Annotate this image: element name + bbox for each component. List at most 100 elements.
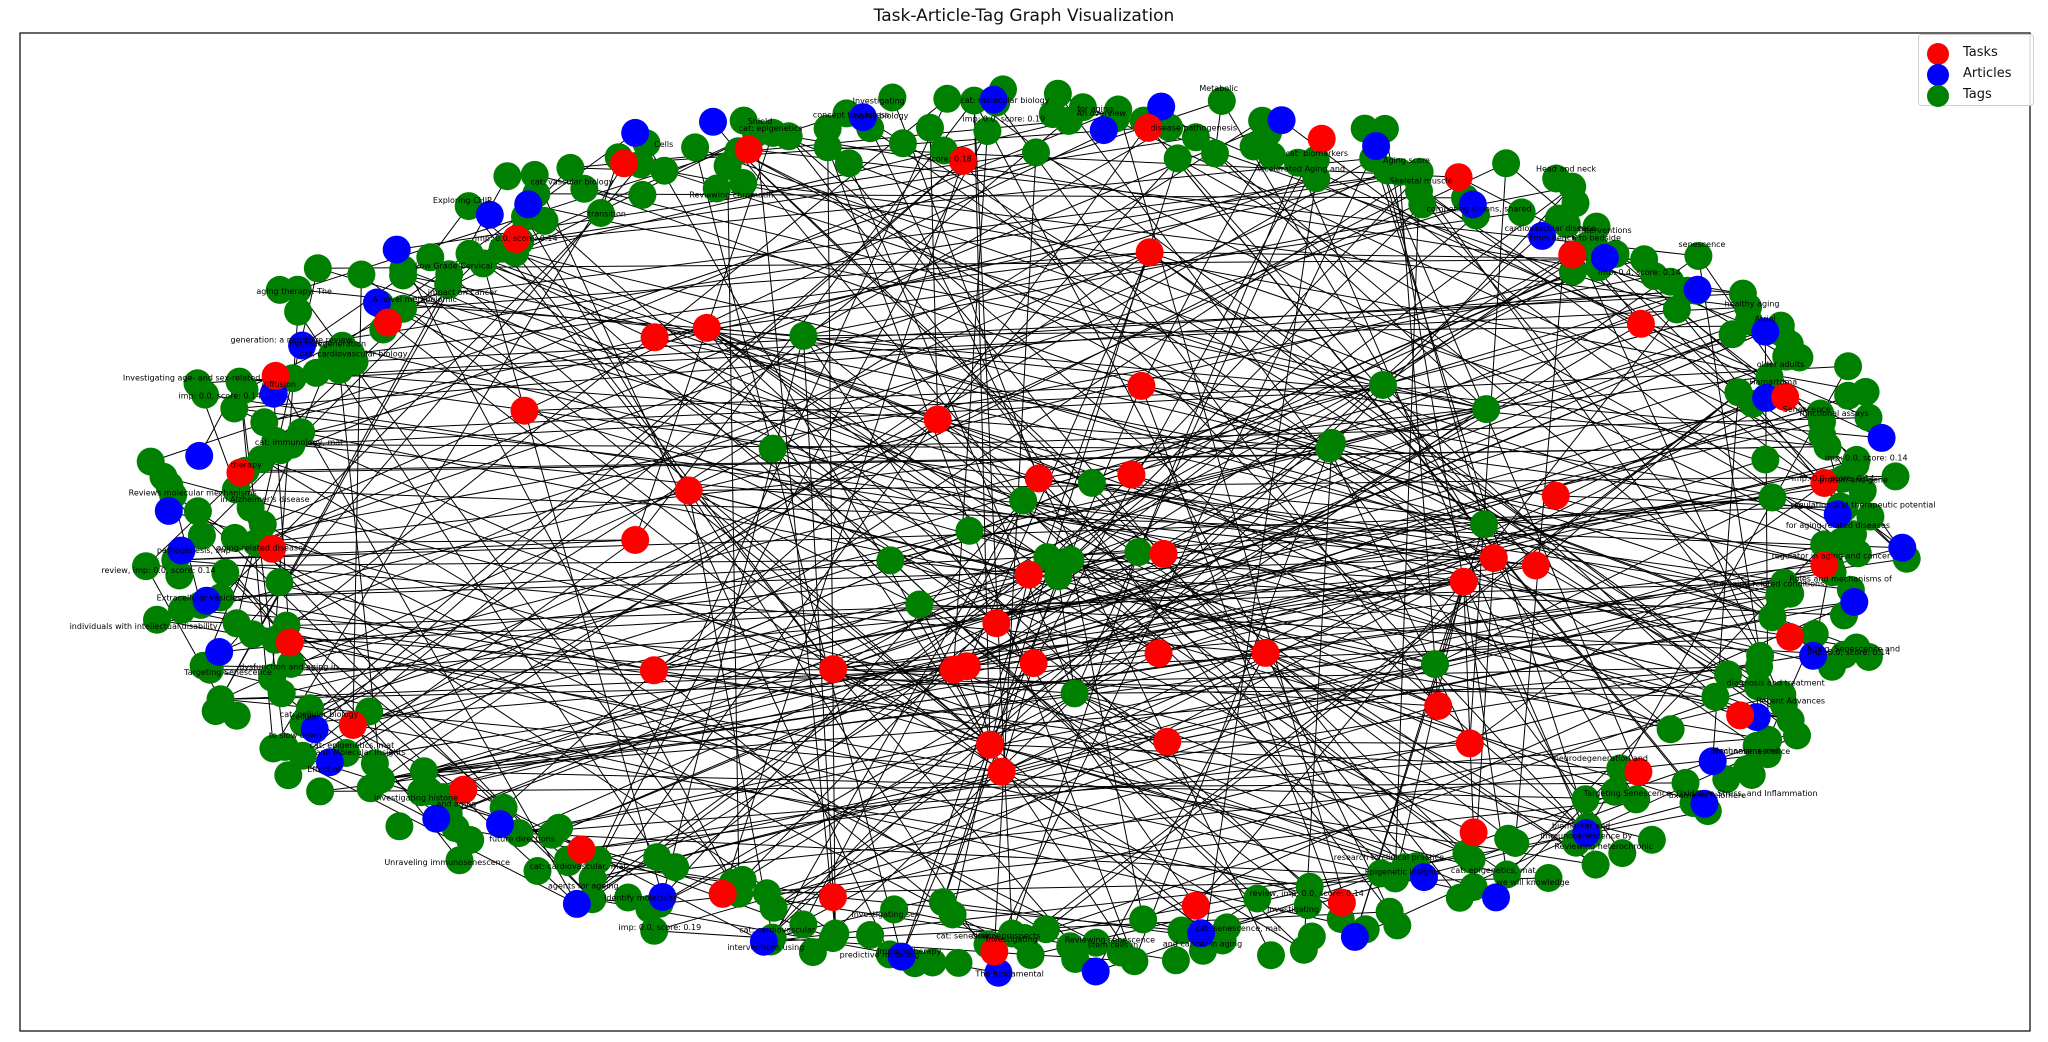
tag-node	[1751, 445, 1780, 474]
graph-edge	[275, 375, 578, 905]
graph-edge	[220, 212, 602, 598]
tag-node	[1009, 486, 1038, 515]
graph-edge	[309, 289, 1698, 709]
graph-edge	[584, 188, 1142, 387]
graph-edge	[203, 355, 333, 666]
graph-edge	[518, 735, 1798, 834]
tag-node	[1472, 395, 1501, 424]
graph-edge	[1141, 385, 1791, 595]
article-node	[300, 715, 329, 744]
node-label: Investigating histone	[374, 794, 458, 803]
node-label: interventions	[1579, 226, 1632, 235]
tag-node	[206, 685, 235, 714]
graph-edge	[234, 290, 1688, 409]
article-node	[1683, 275, 1712, 304]
graph-edge	[520, 136, 1196, 242]
tag-node	[1367, 859, 1395, 888]
node-label: cat: immunology, mat	[255, 438, 343, 447]
article-node	[887, 942, 916, 971]
graph-edge	[220, 170, 1388, 700]
task-node	[275, 628, 304, 657]
tag-node	[136, 447, 165, 476]
task-node	[1181, 891, 1210, 920]
graph-edge	[1265, 652, 1516, 844]
tag-node	[1552, 210, 1581, 239]
tag-node	[905, 590, 934, 619]
graph-edge	[1202, 178, 1317, 951]
node-layer	[132, 75, 1921, 987]
graph-edge	[514, 252, 1093, 484]
tag-node	[1494, 824, 1523, 853]
graph-edge	[1167, 601, 1855, 743]
figure-title: Task-Article-Tag Graph Visualization	[873, 6, 1175, 26]
graph-edge	[1469, 459, 1857, 744]
task-node	[258, 534, 287, 563]
graph-edge	[220, 636, 1791, 700]
node-label: Unraveling immunosenescence	[384, 858, 510, 867]
tag-node	[1181, 123, 1210, 152]
tag-node	[1492, 149, 1521, 178]
tag-node	[1056, 932, 1085, 961]
graph-edge	[1023, 500, 1536, 566]
graph-edge	[953, 131, 988, 670]
tag-node	[1765, 581, 1794, 610]
article-node	[1799, 641, 1828, 670]
task-node	[674, 476, 703, 505]
task-node	[1144, 639, 1173, 668]
node-label: cat: senescence, mat	[1196, 924, 1282, 933]
task-node	[449, 775, 478, 804]
tag-node	[1656, 715, 1685, 744]
graph-edge	[664, 170, 1825, 545]
tag-node	[1608, 839, 1637, 868]
graph-edge	[581, 742, 1470, 851]
task-node	[640, 323, 669, 352]
node-label: diagnosis and treatment	[1727, 679, 1825, 688]
tag-node	[729, 106, 758, 135]
node-label: cat: senescence	[936, 932, 1001, 941]
node-label: cat: cardiovascular, mat	[530, 862, 627, 871]
graph-edge	[175, 539, 636, 561]
graph-edge	[576, 130, 988, 905]
graph-edge	[423, 551, 1139, 772]
node-label: neurodegeneration and	[1554, 754, 1648, 763]
graph-edge	[772, 448, 1159, 654]
tag-node	[1201, 139, 1229, 168]
task-node	[987, 757, 1016, 786]
graph-edge	[1463, 309, 1678, 583]
tag-node	[1755, 362, 1784, 391]
graph-edge	[261, 458, 1071, 947]
tag-node	[1701, 682, 1730, 711]
graph-edge	[376, 171, 1420, 303]
article-node	[1840, 588, 1869, 616]
tag-node	[211, 558, 240, 587]
graph-edge	[653, 475, 1896, 671]
node-label: pathogenesis, imp	[157, 546, 231, 555]
task-node	[567, 835, 596, 864]
node-label: immunotherapy	[877, 947, 941, 956]
node-label: Senescence	[1783, 405, 1831, 414]
article-node	[979, 85, 1008, 114]
graph-edge	[520, 157, 1374, 242]
node-label: Targeting Senescence, Oxidative Stress, …	[1583, 789, 1818, 798]
graph-edge	[219, 553, 1164, 653]
article-node	[749, 927, 778, 956]
node-label: Examines telomere	[1669, 791, 1746, 800]
legend-item-tasks: Tasks	[1919, 43, 2033, 65]
tag-node	[187, 521, 216, 550]
tag-node	[1834, 352, 1863, 381]
graph-edge	[220, 557, 1494, 598]
graph-edge	[1070, 559, 1587, 834]
node-label: From bench to bedside	[1529, 234, 1621, 243]
article-node	[1867, 423, 1896, 452]
tag-node	[789, 910, 818, 939]
graph-edge	[1074, 692, 1168, 743]
tag-node	[385, 812, 414, 841]
node-label: Low Grade Cervical	[415, 262, 493, 271]
graph-edge	[403, 268, 1164, 555]
tag-node	[360, 749, 389, 778]
task-node	[980, 937, 1009, 966]
tag-node	[259, 734, 288, 763]
node-label: Investigating	[853, 97, 905, 106]
node-label: Immunosenescence	[1710, 747, 1790, 756]
graph-edge	[688, 490, 1034, 664]
